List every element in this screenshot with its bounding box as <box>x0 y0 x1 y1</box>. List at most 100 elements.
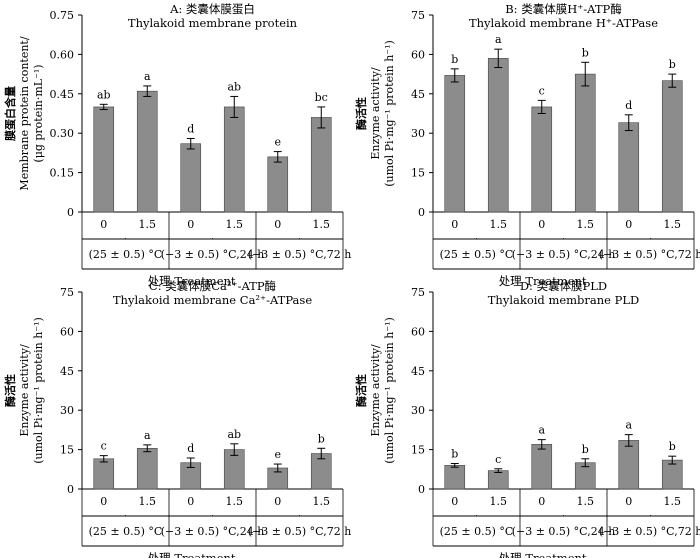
x-tick-label: 0 <box>187 495 194 508</box>
bar <box>267 156 289 213</box>
x-tick-label: 1.5 <box>226 218 244 231</box>
x-tick-label: 0 <box>538 495 545 508</box>
y-tick-label: 75 <box>60 286 74 299</box>
x-tick-label: 0 <box>538 218 545 231</box>
treatment-group-label: (−3 ± 0.5) °C,24 h <box>512 248 616 261</box>
significance-letter: b <box>318 432 325 445</box>
significance-letter: c <box>101 440 107 453</box>
treatment-group-label: (25 ± 0.5) °C <box>89 248 163 261</box>
bar <box>444 75 466 213</box>
treatment-group-label: (−3 ± 0.5) °C,24 h <box>161 248 265 261</box>
significance-letter: b <box>451 448 458 461</box>
panel-subtitle: Thylakoid membrane Ca²⁺-ATPase <box>113 293 312 307</box>
treatment-group-label: (−3 ± 0.5) °C,72 h <box>599 248 700 261</box>
x-tick-label: 0 <box>187 218 194 231</box>
significance-letter: b <box>669 58 676 71</box>
panel-subtitle: Thylakoid membrane H⁺-ATPase <box>469 16 658 30</box>
y-tick-label: 30 <box>60 404 74 417</box>
significance-letter: b <box>669 440 676 453</box>
x-tick-label: 1.5 <box>664 218 682 231</box>
y-tick-label: 0 <box>418 483 425 496</box>
y-tick-label: 0.15 <box>50 167 75 180</box>
y-axis-title: 膜蛋白含量 <box>3 86 17 141</box>
y-tick-label: 15 <box>60 444 74 457</box>
bar <box>223 106 245 213</box>
x-tick-label: 1.5 <box>490 495 508 508</box>
x-tick-label: 1.5 <box>226 495 244 508</box>
treatment-group-label: (−3 ± 0.5) °C,24 h <box>161 525 265 538</box>
y-tick-label: 45 <box>411 88 425 101</box>
y-tick-label: 15 <box>411 444 425 457</box>
treatment-group-label: (25 ± 0.5) °C <box>440 248 514 261</box>
y-axis-title: (umol Pi·mg⁻¹ protein h⁻¹) <box>383 317 396 464</box>
x-axis-title: 处理 Treatment <box>499 274 587 288</box>
panel-title: C: 类囊体膜Ca²⁺-ATP酶 <box>149 279 276 293</box>
y-axis-title: Enzyme activity/ <box>369 344 382 437</box>
y-tick-label: 30 <box>411 404 425 417</box>
significance-letter: e <box>274 136 281 149</box>
treatment-group-label: (−3 ± 0.5) °C,72 h <box>248 248 352 261</box>
bar <box>136 447 158 490</box>
significance-letter: a <box>144 70 151 83</box>
x-tick-label: 1.5 <box>313 218 331 231</box>
y-axis-title: (umol Pi·mg⁻¹ protein h⁻¹) <box>32 317 45 464</box>
panel-subtitle: Thylakoid membrane PLD <box>488 293 640 307</box>
x-tick-label: 0 <box>625 218 632 231</box>
significance-letter: ab <box>227 80 241 93</box>
y-tick-label: 45 <box>411 365 425 378</box>
x-tick-label: 1.5 <box>577 495 595 508</box>
y-axis-title: Enzyme activity/ <box>18 344 31 437</box>
y-axis-title: 酶活性 <box>354 374 368 407</box>
significance-letter: a <box>495 33 502 46</box>
significance-letter: b <box>582 46 589 59</box>
bar <box>618 122 640 213</box>
x-tick-label: 1.5 <box>139 495 157 508</box>
y-tick-label: 0.45 <box>50 88 75 101</box>
significance-letter: ab <box>227 428 241 441</box>
bar <box>618 440 640 490</box>
y-tick-label: 30 <box>411 127 425 140</box>
bar <box>93 458 115 490</box>
significance-letter: a <box>538 424 545 437</box>
x-tick-label: 1.5 <box>664 495 682 508</box>
bar <box>93 106 115 213</box>
x-axis-title: 处理 Treatment <box>499 551 587 558</box>
y-axis-title: 酶活性 <box>3 374 17 407</box>
x-tick-label: 0 <box>100 218 107 231</box>
bar <box>661 80 683 213</box>
treatment-group-label: (−3 ± 0.5) °C,24 h <box>512 525 616 538</box>
panel-title: B: 类囊体膜H⁺-ATP酶 <box>505 2 622 16</box>
significance-letter: d <box>187 122 194 135</box>
x-tick-label: 0 <box>100 495 107 508</box>
y-axis-title: 酶活性 <box>354 97 368 130</box>
x-tick-label: 0 <box>451 495 458 508</box>
y-tick-label: 45 <box>60 365 74 378</box>
bar <box>444 465 466 490</box>
y-axis-title: (umol Pi·mg⁻¹ protein h⁻¹) <box>383 40 396 187</box>
panel-subtitle: Thylakoid membrane protein <box>128 16 298 30</box>
y-tick-label: 60 <box>60 325 74 338</box>
significance-letter: e <box>274 448 281 461</box>
x-axis-title: 处理 Treatment <box>148 274 236 288</box>
x-tick-label: 1.5 <box>577 218 595 231</box>
y-tick-label: 15 <box>411 167 425 180</box>
treatment-group-label: (−3 ± 0.5) °C,72 h <box>248 525 352 538</box>
x-tick-label: 0 <box>274 218 281 231</box>
bar <box>136 90 158 213</box>
y-axis-title: Enzyme activity/ <box>369 67 382 160</box>
bar <box>531 444 553 490</box>
significance-letter: b <box>582 443 589 456</box>
x-axis-title: 处理 Treatment <box>148 551 236 558</box>
treatment-group-label: (−3 ± 0.5) °C,72 h <box>599 525 700 538</box>
y-tick-label: 0.60 <box>50 48 75 61</box>
y-tick-label: 0 <box>67 206 74 219</box>
y-tick-label: 75 <box>411 286 425 299</box>
significance-letter: b <box>451 53 458 66</box>
bar <box>180 143 202 213</box>
x-tick-label: 0 <box>451 218 458 231</box>
significance-letter: a <box>625 419 632 432</box>
significance-letter: bc <box>315 91 328 104</box>
significance-letter: ab <box>97 88 111 101</box>
treatment-group-label: (25 ± 0.5) °C <box>440 525 514 538</box>
